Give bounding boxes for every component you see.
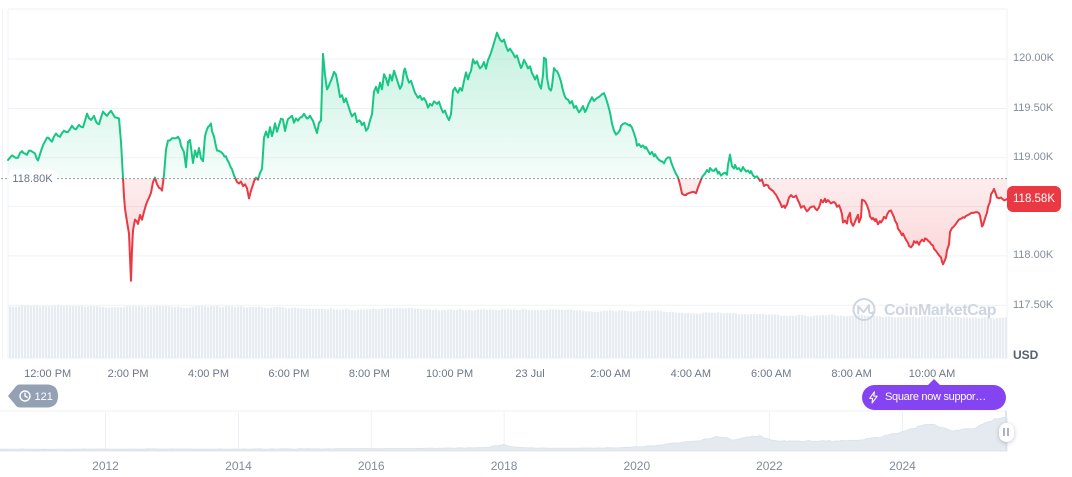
svg-text:121: 121 bbox=[35, 391, 53, 403]
svg-text:CoinMarketCap: CoinMarketCap bbox=[884, 302, 997, 319]
